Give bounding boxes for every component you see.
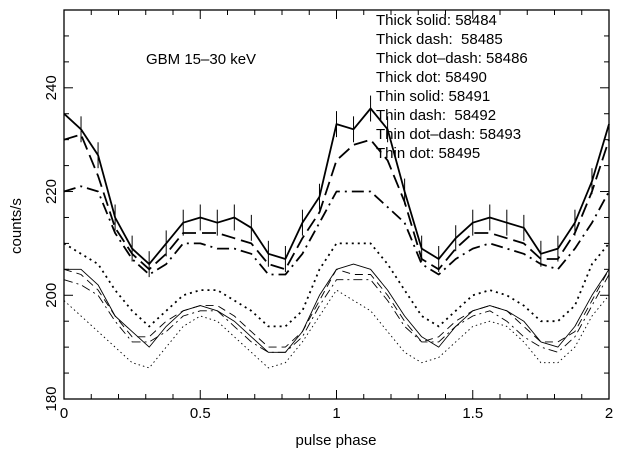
energy-band-annotation: GBM 15–30 keV: [146, 51, 256, 68]
x-tick-label: 1: [332, 405, 340, 422]
series-line-thin-dot-dash: [63, 274, 610, 353]
x-tick-label: 0: [60, 405, 68, 422]
x-tick-label: 0.5: [190, 405, 211, 422]
y-tick-label: 240: [43, 75, 60, 100]
legend-entry: Thick dot–dash: 58486: [376, 50, 528, 67]
x-axis-label: pulse phase: [296, 432, 377, 449]
series-line-thick-dot-dash: [63, 185, 610, 276]
legend-entry: Thin dot: 58495: [376, 145, 480, 162]
legend-entry: Thick dot: 58490: [376, 69, 487, 86]
legend-entry: Thick solid: 58484: [376, 12, 497, 29]
series-line-thick-dot: [63, 242, 610, 328]
x-tick-label: 1.5: [462, 405, 483, 422]
y-tick-label: 180: [43, 386, 60, 411]
plot-frame: [63, 9, 610, 400]
legend-entry: Thin solid: 58491: [376, 88, 490, 105]
y-tick-label: 220: [43, 179, 60, 204]
series-group: [63, 95, 610, 369]
ticks-group: 0 0.5 1 1.5 2 180 200 220 240: [43, 9, 613, 422]
series-line-thin-dash: [63, 268, 610, 348]
x-tick-label: 2: [605, 405, 613, 422]
plot-frame-group: [63, 9, 610, 400]
y-axis-label: counts/s: [8, 198, 25, 254]
legend-entry: Thick dash: 58485: [376, 31, 503, 48]
legend: Thick solid: 58484 Thick dash: 58485 Thick…: [376, 12, 528, 162]
legend-entry: Thin dot–dash: 58493: [376, 126, 521, 143]
legend-entry: Thin dash: 58492: [376, 107, 496, 124]
series-line-thick-dash: [63, 133, 610, 271]
y-tick-label: 200: [43, 283, 60, 308]
